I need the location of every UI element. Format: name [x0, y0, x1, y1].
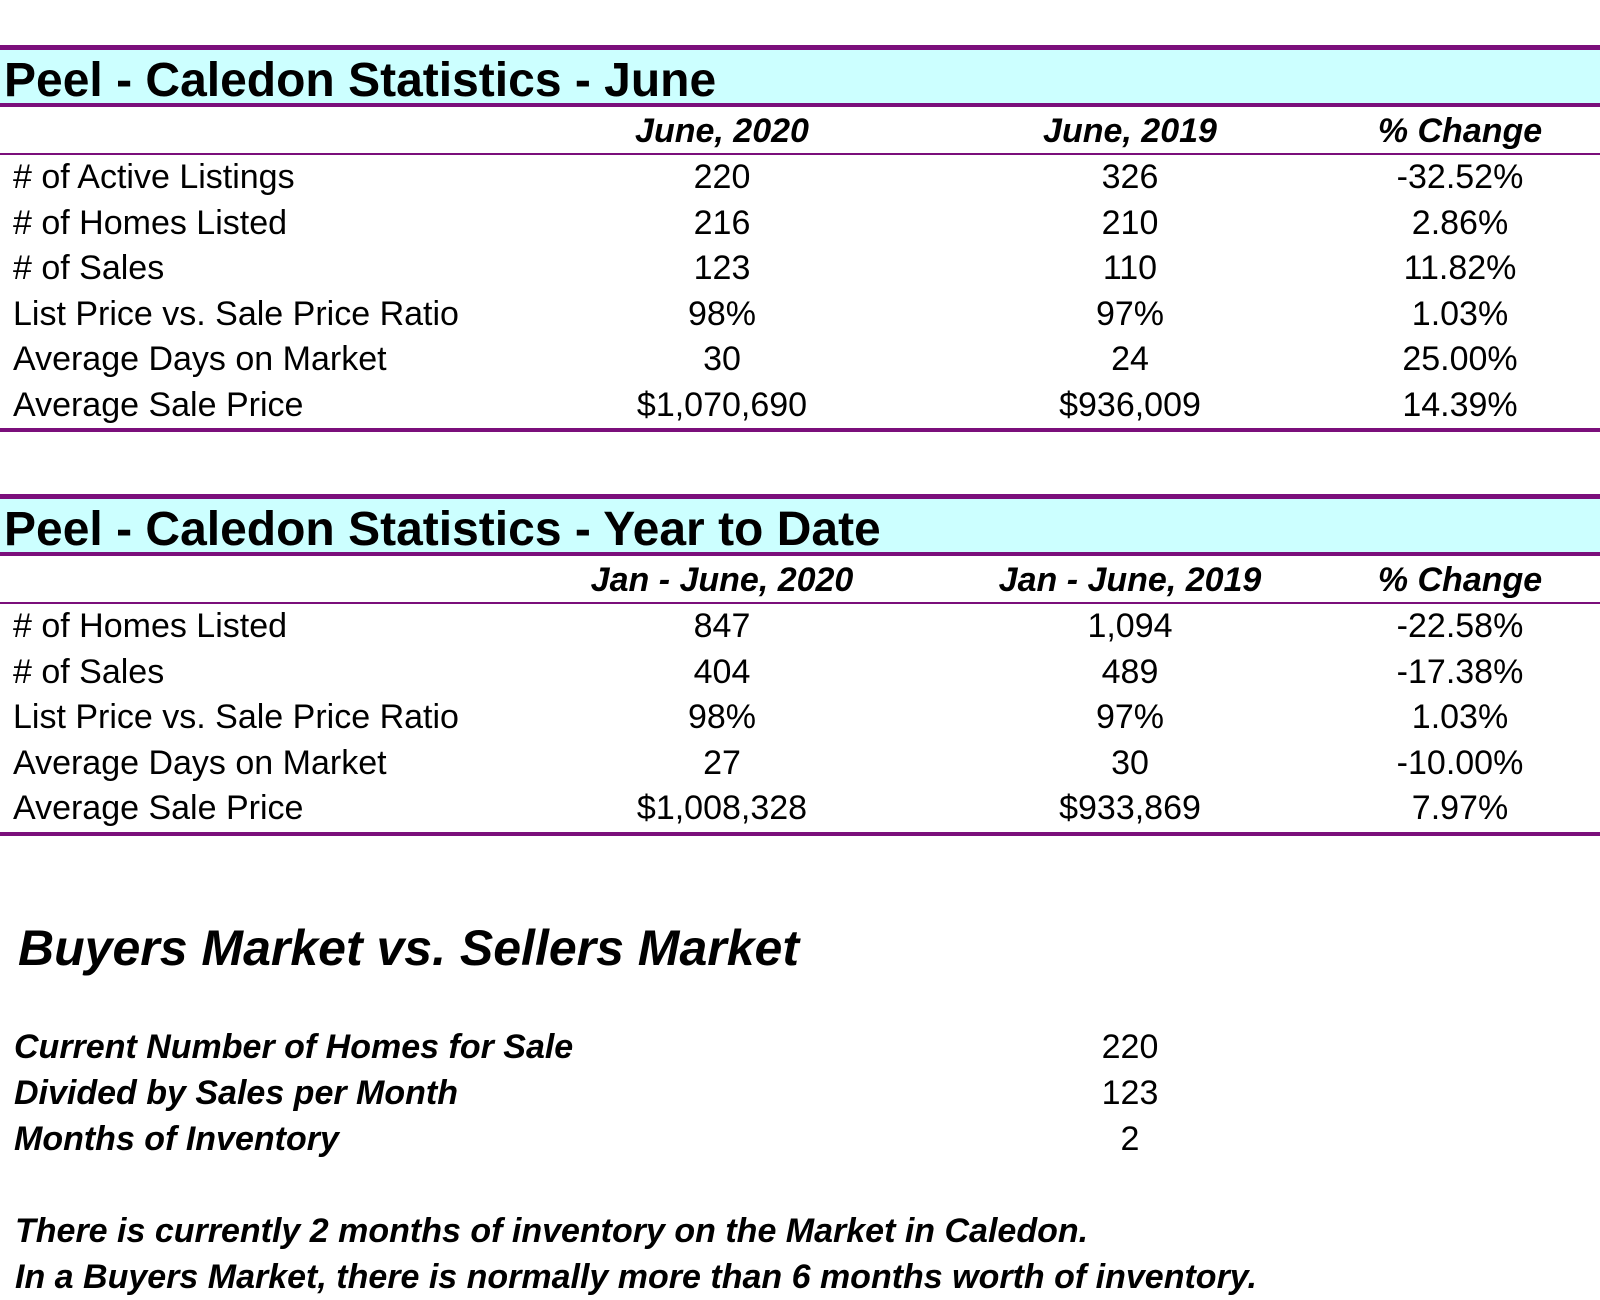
monthly-header-row: June, 2020 June, 2019 % Change — [0, 107, 1600, 155]
table-row: Average Sale Price $1,008,328 $933,869 7… — [0, 786, 1600, 832]
inventory-label: Current Number of Homes for Sale — [14, 1028, 574, 1066]
inventory-row: Months of Inventory 2 — [0, 1116, 1600, 1162]
row-change: -10.00% — [1396, 743, 1524, 782]
row-change: 7.97% — [1411, 789, 1509, 827]
row-change: 2.86% — [1411, 203, 1509, 242]
inventory-value: 123 — [1101, 1074, 1159, 1112]
table-bottom-rule — [0, 831, 1600, 836]
row-current: 98% — [687, 294, 757, 333]
table-row: Average Days on Market 30 24 25.00% — [0, 337, 1600, 383]
ytd-header-previous: Jan - June, 2019 — [998, 561, 1262, 599]
row-previous: 110 — [1102, 249, 1158, 287]
table-row: Average Days on Market 27 30 -10.00% — [0, 741, 1600, 787]
row-previous: 326 — [1101, 158, 1159, 196]
monthly-table-title: Peel - Caledon Statistics - June — [0, 45, 1600, 107]
row-previous: 97% — [1095, 294, 1165, 333]
row-change: -32.52% — [1396, 158, 1524, 196]
market-note: There is currently 2 months of inventory… — [15, 1212, 1089, 1250]
ytd-table-title: Peel - Caledon Statistics - Year to Date — [0, 494, 1600, 556]
row-change: 1.03% — [1411, 294, 1509, 333]
table-row: # of Sales 404 489 -17.38% — [0, 650, 1600, 696]
row-previous: 24 — [1111, 340, 1149, 378]
row-change: -22.58% — [1396, 607, 1524, 645]
row-label: # of Sales — [13, 652, 165, 691]
row-previous: $936,009 — [1059, 385, 1201, 424]
table-row: # of Homes Listed 847 1,094 -22.58% — [0, 604, 1600, 650]
inventory-row: Divided by Sales per Month 123 — [0, 1070, 1600, 1116]
inventory-value: 2 — [1120, 1120, 1140, 1158]
row-current: 220 — [693, 158, 751, 196]
row-label: List Price vs. Sale Price Ratio — [13, 698, 459, 736]
inventory-row: Current Number of Homes for Sale 220 — [0, 1024, 1600, 1070]
row-previous: 97% — [1095, 698, 1165, 736]
monthly-header-previous: June, 2019 — [1043, 112, 1217, 150]
market-note: In a Buyers Market, there is normally mo… — [15, 1258, 1257, 1296]
table-row: List Price vs. Sale Price Ratio 98% 97% … — [0, 292, 1600, 338]
row-current: 27 — [703, 743, 741, 782]
ytd-statistics-table: Peel - Caledon Statistics - Year to Date… — [0, 494, 1600, 836]
row-previous: 1,094 — [1087, 607, 1173, 645]
table-row: # of Active Listings 220 326 -32.52% — [0, 155, 1600, 201]
row-current: $1,008,328 — [636, 789, 808, 827]
row-label: Average Sale Price — [13, 385, 304, 424]
row-current: 30 — [703, 340, 741, 378]
monthly-header-change: % Change — [1377, 112, 1543, 150]
row-current: 123 — [693, 249, 751, 287]
table-row: # of Homes Listed 216 210 2.86% — [0, 201, 1600, 247]
row-label: Average Days on Market — [13, 340, 387, 378]
row-current: 404 — [693, 652, 751, 691]
row-change: 25.00% — [1402, 340, 1518, 378]
row-label: # of Homes Listed — [13, 607, 288, 645]
table-bottom-rule — [0, 428, 1600, 432]
row-previous: $933,869 — [1059, 789, 1201, 827]
row-current: $1,070,690 — [636, 385, 808, 424]
table-row: Average Sale Price $1,070,690 $936,009 1… — [0, 383, 1600, 429]
ytd-header-row: Jan - June, 2020 Jan - June, 2019 % Chan… — [0, 556, 1600, 604]
row-label: Average Sale Price — [13, 789, 304, 827]
row-change: 11.82% — [1403, 249, 1517, 287]
row-label: Average Days on Market — [13, 743, 387, 782]
row-previous: 30 — [1111, 743, 1149, 782]
row-current: 98% — [687, 698, 757, 736]
row-change: 1.03% — [1411, 698, 1509, 736]
row-current: 216 — [693, 203, 751, 242]
row-change: 14.39% — [1402, 385, 1518, 424]
row-label: # of Active Listings — [13, 158, 295, 196]
row-previous: 489 — [1101, 652, 1159, 691]
row-change: -17.38% — [1396, 652, 1524, 691]
row-current: 847 — [693, 607, 751, 645]
inventory-label: Divided by Sales per Month — [14, 1074, 458, 1112]
row-label: # of Sales — [13, 249, 165, 287]
row-previous: 210 — [1101, 203, 1159, 242]
row-label: List Price vs. Sale Price Ratio — [13, 294, 459, 333]
ytd-header-change: % Change — [1377, 561, 1543, 599]
monthly-statistics-table: Peel - Caledon Statistics - June June, 2… — [0, 45, 1600, 432]
monthly-header-current: June, 2020 — [635, 112, 809, 150]
table-row: List Price vs. Sale Price Ratio 98% 97% … — [0, 695, 1600, 741]
inventory-label: Months of Inventory — [14, 1120, 339, 1158]
inventory-value: 220 — [1101, 1028, 1159, 1066]
row-label: # of Homes Listed — [13, 203, 288, 242]
market-section-title: Buyers Market vs. Sellers Market — [18, 920, 799, 976]
table-row: # of Sales 123 110 11.82% — [0, 246, 1600, 292]
ytd-header-current: Jan - June, 2020 — [590, 561, 854, 599]
